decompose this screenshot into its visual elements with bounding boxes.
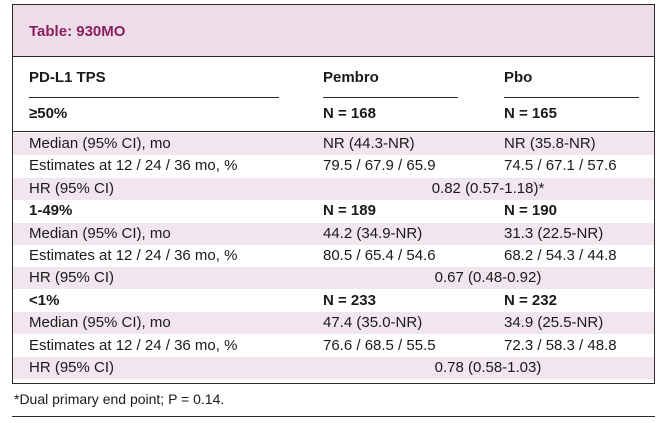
col-header-pembro: Pembro	[323, 69, 379, 86]
table-row: HR (95% CI) 0.67 (0.48-0.92)	[13, 267, 654, 290]
pembro-value: 76.6 / 68.5 / 55.5	[323, 336, 436, 354]
table-row: Estimates at 12 / 24 / 36 mo, % 76.6 / 68…	[13, 335, 654, 357]
hr-value: 0.82 (0.57-1.18)*	[431, 179, 545, 197]
table-row: Median (95% CI), mo 47.4 (35.0-NR) 34.9 (2…	[13, 312, 654, 335]
row-label: Median (95% CI), mo	[29, 314, 171, 332]
group-label-ge50: ≥50%	[29, 105, 68, 122]
table-row: Estimates at 12 / 24 / 36 mo, % 80.5 / 65…	[13, 245, 654, 267]
pbo-value: NR (35.8-NR)	[504, 135, 596, 152]
col-header-pbo: Pbo	[504, 69, 533, 86]
table-row: HR (95% CI) 0.78 (0.58-1.03)	[13, 357, 654, 379]
group-label: <1%	[29, 291, 60, 309]
table-frame: Table: 930MO PD-L1 TPS Pembro Pbo ≥50% N…	[12, 4, 655, 384]
header-bottom-rule	[13, 131, 654, 132]
row-label: HR (95% CI)	[29, 179, 115, 197]
pbo-value: 31.3 (22.5-NR)	[504, 224, 604, 242]
bottom-rule	[12, 416, 655, 417]
row-label: Median (95% CI), mo	[29, 224, 171, 242]
header-rule-1	[29, 97, 279, 98]
pbo-value: 34.9 (25.5-NR)	[504, 314, 604, 332]
pbo-value: 72.3 / 58.3 / 48.8	[504, 336, 617, 354]
col-header-pdl1: PD-L1 TPS	[29, 69, 106, 86]
table-row: Median (95% CI), mo NR (44.3-NR) NR (35.8-…	[13, 133, 654, 155]
row-label: HR (95% CI)	[29, 269, 115, 287]
row-label: HR (95% CI)	[29, 359, 115, 376]
footnote: *Dual primary end point; P = 0.14.	[14, 391, 225, 407]
n-pbo: N = 232	[504, 291, 557, 309]
row-label: Median (95% CI), mo	[29, 135, 171, 152]
pembro-value: 79.5 / 67.9 / 65.9	[323, 157, 436, 175]
pembro-value: 44.2 (34.9-NR)	[323, 224, 423, 242]
table-row: Estimates at 12 / 24 / 36 mo, % 79.5 / 67…	[13, 155, 654, 177]
n-pbo: N = 190	[504, 202, 557, 220]
header-rule-2	[323, 97, 458, 98]
hr-value: 0.67 (0.48-0.92)	[434, 269, 542, 287]
row-label: Estimates at 12 / 24 / 36 mo, %	[29, 157, 238, 175]
pembro-value: 80.5 / 65.4 / 54.6	[323, 247, 436, 264]
title-bar: Table: 930MO	[13, 5, 654, 57]
header-rule-3	[504, 97, 639, 98]
n-pembro-ge50: N = 168	[323, 105, 376, 122]
n-pbo-ge50: N = 165	[504, 105, 557, 122]
group-row: <1% N = 233 N = 232	[13, 290, 654, 312]
pbo-value: 74.5 / 67.1 / 57.6	[504, 157, 617, 175]
table-row: Median (95% CI), mo 44.2 (34.9-NR) 31.3 (2…	[13, 222, 654, 245]
table-row: HR (95% CI) 0.82 (0.57-1.18)*	[13, 177, 654, 200]
pembro-value: 47.4 (35.0-NR)	[323, 314, 423, 332]
table-title: Table: 930MO	[29, 23, 126, 40]
group-label: 1-49%	[29, 202, 73, 220]
row-label: Estimates at 12 / 24 / 36 mo, %	[29, 336, 238, 354]
pbo-value: 68.2 / 54.3 / 44.8	[504, 247, 617, 264]
n-pembro: N = 233	[323, 291, 376, 309]
n-pembro: N = 189	[323, 202, 376, 220]
hr-value: 0.78 (0.58-1.03)	[434, 359, 542, 376]
group-row: 1-49% N = 189 N = 190	[13, 200, 654, 222]
pembro-value: NR (44.3-NR)	[323, 135, 415, 152]
row-label: Estimates at 12 / 24 / 36 mo, %	[29, 247, 238, 264]
